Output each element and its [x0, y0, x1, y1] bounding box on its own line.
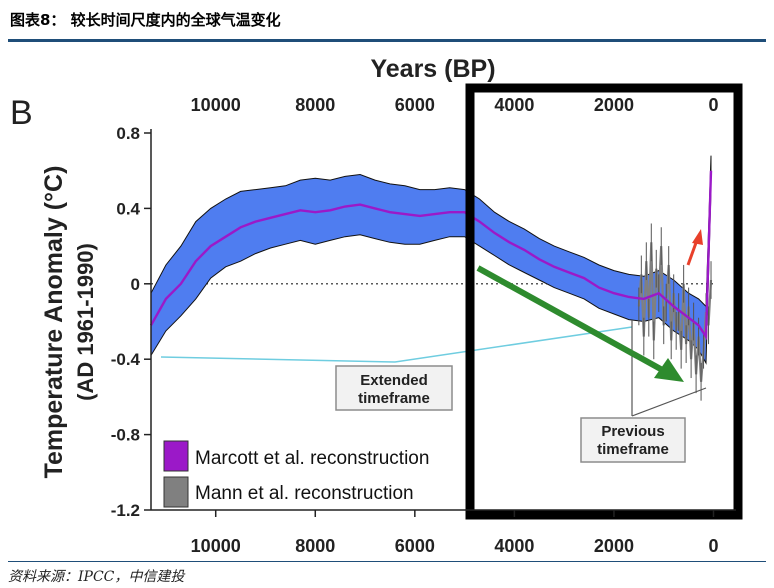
extended-timeframe-label: timeframe [358, 390, 430, 407]
panel-letter: B [10, 94, 33, 132]
y-axis-label: Temperature Anomaly (°C) [40, 166, 68, 479]
marcott-uncertainty-band [150, 155, 712, 365]
previous-timeframe-label: Previous [601, 423, 664, 440]
marcott-reconstruction-line [149, 170, 713, 341]
band-layer [150, 155, 716, 365]
legend-swatch-mann [163, 476, 189, 508]
extended-timeframe-bracket [160, 326, 633, 363]
line-layer [149, 170, 713, 401]
previous-timeframe-label: timeframe [597, 441, 669, 458]
source-note: 资料来源：IPCC，中信建投 [8, 569, 185, 585]
y-tick-label: 0.8 [116, 124, 140, 143]
top-axis-title: Years (BP) [370, 55, 495, 83]
y-tick-label: -0.4 [111, 350, 141, 369]
x-tick-label-bottom: 2000 [594, 536, 634, 556]
legend-swatch-marcott [163, 440, 189, 472]
axes-layer: 0.8 0.4 0 -0.4 -0.8 -1.2 10000 10000 8000 8000 600… [10, 55, 736, 556]
red-warming-arrow [686, 239, 699, 266]
extended-timeframe-label: Extended [360, 372, 428, 389]
footer-divider [8, 561, 766, 562]
x-tick-label-bottom: 6000 [395, 536, 435, 556]
legend-label-mann: Mann et al. reconstruction [195, 483, 414, 504]
legend-label-marcott: Marcott et al. reconstruction [195, 448, 429, 469]
page-title: 图表8： 较长时间尺度内的全球气温变化 [10, 11, 281, 29]
previous-timeframe-box [580, 417, 686, 463]
extended-timeframe-box [335, 365, 453, 411]
green-trend-arrow [476, 265, 668, 375]
x-tick-label-top: 10000 [191, 95, 241, 115]
highlight-box [465, 83, 743, 520]
y-axis-sublabel: (AD 1961-1990) [73, 243, 98, 401]
x-tick-label-bottom: 10000 [191, 536, 241, 556]
y-tick-label: -1.2 [111, 501, 140, 520]
x-tick-label-top: 6000 [395, 95, 435, 115]
x-tick-label-top: 8000 [295, 95, 335, 115]
y-tick-label: -0.8 [111, 426, 140, 445]
green-trend-arrowhead [654, 358, 684, 382]
y-tick-label: 0 [131, 275, 140, 294]
x-tick-label-bottom: 4000 [494, 536, 534, 556]
x-tick-label-top: 2000 [594, 95, 634, 115]
x-tick-label-bottom: 8000 [295, 536, 335, 556]
x-tick-label-bottom: 0 [709, 536, 719, 556]
header-divider [8, 39, 766, 42]
previous-timeframe-bracket [631, 387, 707, 417]
y-tick-label: 0.4 [116, 199, 140, 218]
x-tick-label-top: 4000 [494, 95, 534, 115]
red-warming-arrowhead [692, 229, 703, 245]
x-tick-label-top: 0 [709, 95, 719, 115]
